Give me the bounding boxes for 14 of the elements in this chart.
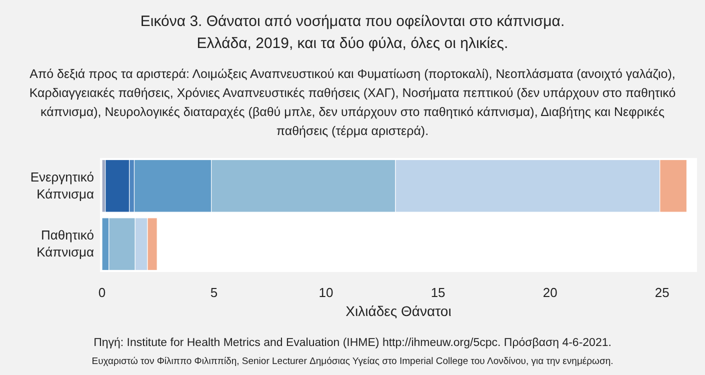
x-tick-label: 5 xyxy=(210,285,218,300)
x-tick-label: 15 xyxy=(430,285,446,300)
x-tick-label: 0 xyxy=(98,285,106,300)
text: Πηγή: Institute for Health Metrics and Evaluation (IHME) http://ihmeuw.org/5cpc. Πρόσβαση 4-6-2021. xyxy=(94,337,612,349)
y-tick-label: Ενεργητικό Κάπνισμα xyxy=(30,169,94,202)
x-axis-title: Χιλιάδες Θάνατοι xyxy=(346,303,452,319)
x-tick-label: 20 xyxy=(542,285,558,300)
x-tick-label: 10 xyxy=(318,285,334,300)
chart-title: Εικόνα 3. Θάνατοι από νοσήματα που οφείλονται στο κάπνισμα. xyxy=(140,13,565,30)
text: Ευχαριστώ τον Φίλιππο Φιλιππίδη, Senior Lecturer Δημόσιας Υγείας στο Imperial College του Λονδίνου, για την ενημέρωση. xyxy=(92,356,614,367)
x-tick-label: 25 xyxy=(654,285,670,300)
chart-subtitle: Ελλάδα, 2019, και τα δύο φύλα, όλες οι ηλικίες. xyxy=(196,35,508,52)
text: Από δεξιά προς τα αριστερά: Λοιμώξεις Αναπνευστικού και Φυματίωση (πορτοκαλί), Νεοπλάσματα (ανοιχτό γαλάζιο), Καρδιαγγειακές παθήσεις, Χρόνιες Αναπνευστικές παθήσεις (ΧΑΓ), Νοσήματα πεπτικού (δεν υπάρχουν στο παθητικό κάπνισμα), Νευρολογικές διαταραχές (βαθύ μπλε, δεν υπάρχουν στο παθητικό κάπνισμα), Διαβήτης και Νεφρικές παθήσεις (τέρμα αριστερά). xyxy=(29,67,676,138)
y-tick-label: Παθητικό Κάπνισμα xyxy=(36,228,94,260)
